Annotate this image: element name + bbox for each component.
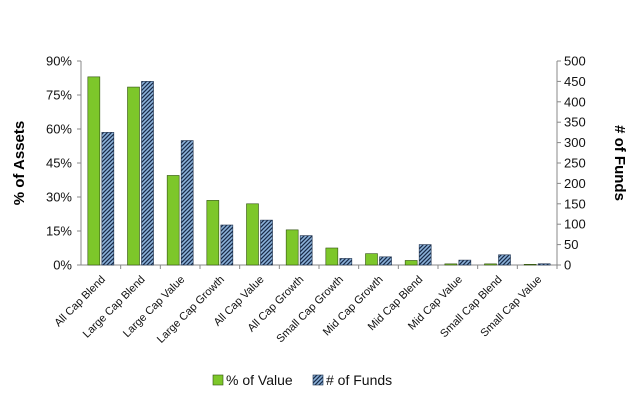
left-tick-label: 15% bbox=[46, 224, 72, 239]
right-tick-label: 50 bbox=[564, 237, 578, 252]
bar-num-funds bbox=[260, 219, 273, 266]
legend: % of Value # of Funds bbox=[212, 372, 392, 388]
right-tick-label: 100 bbox=[564, 217, 586, 232]
bar-pct-value bbox=[523, 264, 537, 266]
bar-pct-value bbox=[166, 175, 180, 266]
bar-num-funds bbox=[498, 254, 511, 266]
bar-pct-value bbox=[325, 247, 339, 266]
legend-label: % of Value bbox=[226, 372, 293, 388]
legend-item-num-funds: # of Funds bbox=[312, 372, 392, 388]
legend-swatch bbox=[212, 374, 224, 386]
bar-num-funds bbox=[537, 263, 551, 266]
left-tick-label: 30% bbox=[46, 190, 72, 205]
bar-num-funds bbox=[418, 244, 432, 266]
bar-pct-value bbox=[484, 263, 497, 266]
right-tick-label: 500 bbox=[564, 54, 586, 69]
bar-num-funds bbox=[299, 235, 313, 266]
bar-num-funds bbox=[379, 256, 392, 266]
legend-swatch bbox=[312, 374, 324, 386]
bar-pct-value bbox=[404, 260, 418, 266]
right-tick-label: 400 bbox=[564, 94, 586, 109]
legend-item-pct-value: % of Value bbox=[212, 372, 293, 388]
bar-pct-value bbox=[127, 86, 140, 266]
bar-pct-value bbox=[365, 253, 378, 266]
bar-num-funds bbox=[339, 258, 353, 266]
left-tick-label: 75% bbox=[46, 88, 72, 103]
right-tick-label: 250 bbox=[564, 156, 586, 171]
bar-pct-value bbox=[246, 203, 259, 266]
right-tick-label: 200 bbox=[564, 176, 586, 191]
right-tick-label: 0 bbox=[564, 258, 571, 273]
left-tick-label: 45% bbox=[46, 156, 72, 171]
plot-area: 0% 15% 30% 45% 60% 75% 90% 0 50 100 150 200 250 300 35… bbox=[46, 54, 586, 346]
left-tick-label: 0% bbox=[53, 258, 72, 273]
bar-pct-value bbox=[285, 229, 299, 266]
category-label: Small Cap Growth bbox=[274, 274, 346, 346]
left-tick-label: 60% bbox=[46, 122, 72, 137]
category-label: Large Cap Growth bbox=[155, 274, 227, 346]
right-tick-label: 300 bbox=[564, 135, 586, 150]
right-axis-title: # of Funds bbox=[611, 125, 628, 201]
bar-pct-value bbox=[444, 263, 458, 266]
right-tick-label: 350 bbox=[564, 115, 586, 130]
bar-num-funds bbox=[458, 259, 472, 266]
legend-label: # of Funds bbox=[326, 372, 392, 388]
left-tick-label: 90% bbox=[46, 54, 72, 69]
right-tick-label: 450 bbox=[564, 74, 586, 89]
bar-num-funds bbox=[220, 224, 234, 266]
bar-num-funds bbox=[180, 140, 194, 266]
bar-num-funds bbox=[141, 81, 154, 266]
bar-num-funds bbox=[101, 132, 115, 266]
left-axis-title: % of Assets bbox=[11, 121, 28, 205]
right-tick-label: 150 bbox=[564, 196, 586, 211]
bar-pct-value bbox=[206, 200, 220, 266]
bar-pct-value bbox=[87, 76, 101, 266]
